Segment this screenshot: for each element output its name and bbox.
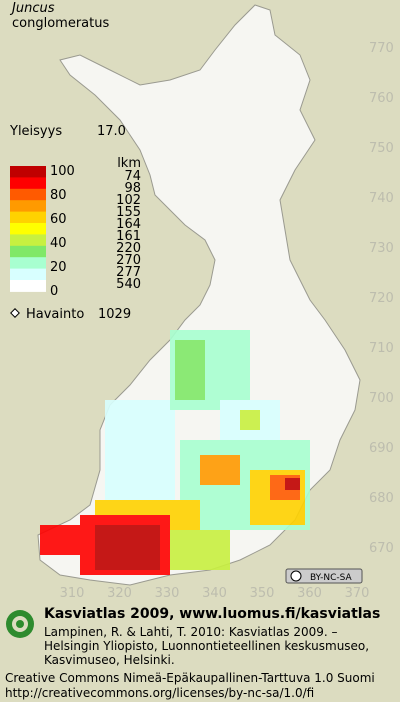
legend-count: 161 [116,229,141,244]
license-text: Creative Commons Nimeä-Epäkaupallinen-Ta… [5,671,375,685]
footer-heading: Kasviatlas 2009, www.luomus.fi/kasviatla… [44,606,380,622]
northing-label: 730 [369,241,394,256]
easting-label: 370 [345,586,370,601]
legend-count: 277 [116,265,141,280]
license-badge[interactable]: BY-NC-SA [310,573,353,583]
legend-swatch [10,245,46,258]
citation: Helsingin Yliopisto, Luonnontieteellinen… [44,639,369,653]
legend-scale-label: 40 [50,236,67,251]
license-badge-box[interactable] [285,568,363,584]
frequency-label: Yleisyys [9,124,62,139]
easting-label: 350 [250,586,275,601]
legend-swatch [10,257,46,270]
observation-symbol [10,308,20,318]
legend-count: 540 [116,277,141,292]
frequency-value: 17.0 [97,124,126,139]
northing-label: 720 [369,291,394,306]
easting-label: 360 [297,586,322,601]
count-header: lkm [117,156,141,171]
easting-label: 340 [202,586,227,601]
legend-scale-label: 60 [50,212,67,227]
license-url[interactable]: http://creativecommons.org/licenses/by-n… [5,686,314,700]
species-name: Juncus [9,1,55,16]
legend-scale-label: 20 [50,260,67,275]
citation: Kasvimuseo, Helsinki. [44,653,175,667]
legend-count: 164 [116,217,141,232]
legend-count: 220 [116,241,141,256]
legend-scale-label: 0 [50,284,58,299]
citation: Lampinen, R. & Lahti, T. 2010: Kasviatla… [44,625,338,639]
species-name: conglomeratus [12,16,109,31]
northing-label: 680 [369,491,394,506]
cc-icon [290,570,302,582]
easting-label: 330 [155,586,180,601]
legend-scale-label: 80 [50,188,67,203]
legend-swatch [10,166,46,178]
easting-label: 310 [60,586,85,601]
legend-count: 102 [116,193,141,208]
legend-count: 98 [124,181,141,196]
northing-label: 690 [369,441,394,456]
legend-count: 74 [124,169,141,184]
northing-label: 770 [369,41,394,56]
legend-swatch [10,268,46,281]
northing-label: 700 [369,391,394,406]
legend-swatch [10,280,46,292]
legend-swatch [10,223,46,235]
legend-scale-label: 100 [50,164,75,179]
occurrence-cells [40,330,310,575]
legend-count: 155 [116,205,141,220]
northing-label: 710 [369,341,394,356]
legend-swatch [10,177,46,190]
legend-swatch [10,211,46,224]
legend-count: 270 [116,253,141,268]
easting-label: 320 [107,586,132,601]
logo [6,610,34,638]
legend-swatch [10,188,46,201]
legend-swatch [10,200,46,213]
observation-value: 1029 [98,307,131,322]
northing-label: 670 [369,541,394,556]
observation-label: Havainto [26,307,84,322]
northing-label: 760 [369,91,394,106]
northing-label: 750 [369,141,394,156]
northing-label: 740 [369,191,394,206]
legend-swatch [10,234,46,247]
